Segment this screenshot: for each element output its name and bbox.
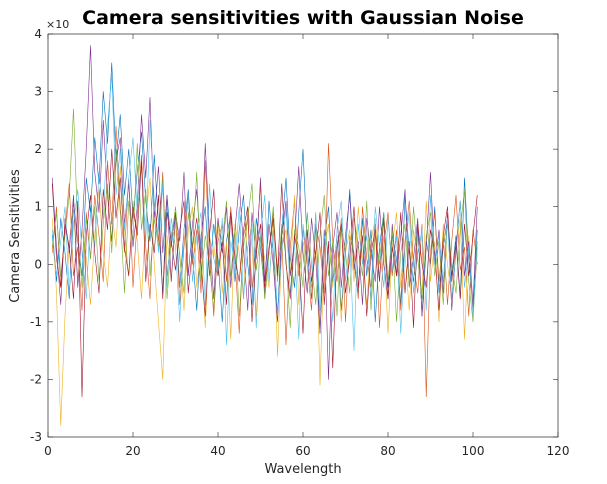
plot-area xyxy=(48,34,558,437)
x-tick-label: 100 xyxy=(462,444,485,458)
y-tick-label: 4 xyxy=(34,27,42,41)
x-tick-label: 60 xyxy=(295,444,310,458)
x-tick-label: 0 xyxy=(44,444,52,458)
data-line xyxy=(51,74,478,351)
y-tick-label: -1 xyxy=(30,315,42,329)
x-tick-label: 20 xyxy=(125,444,140,458)
x-axis-label: Wavelength xyxy=(264,462,341,477)
chart-title: Camera sensitivities with Gaussian Noise xyxy=(82,7,524,29)
data-line xyxy=(51,148,478,397)
lines xyxy=(51,45,478,426)
y-tick-label: 0 xyxy=(34,257,42,271)
y-tick-label: 2 xyxy=(34,142,42,156)
x-tick-label: 40 xyxy=(210,444,225,458)
x-tick-label: 80 xyxy=(380,444,395,458)
y-tick-label: -2 xyxy=(30,372,42,386)
y-axis-label: Camera Sensitivities xyxy=(8,169,23,303)
y-tick-label: 1 xyxy=(34,200,42,214)
y-exponent-label: ×10 xyxy=(46,18,69,31)
y-tick-label: -3 xyxy=(30,430,42,444)
x-tick-label: 120 xyxy=(547,444,570,458)
data-line xyxy=(51,45,478,380)
y-tick-label: 3 xyxy=(34,85,42,99)
data-line xyxy=(51,166,478,426)
data-line xyxy=(51,108,478,328)
